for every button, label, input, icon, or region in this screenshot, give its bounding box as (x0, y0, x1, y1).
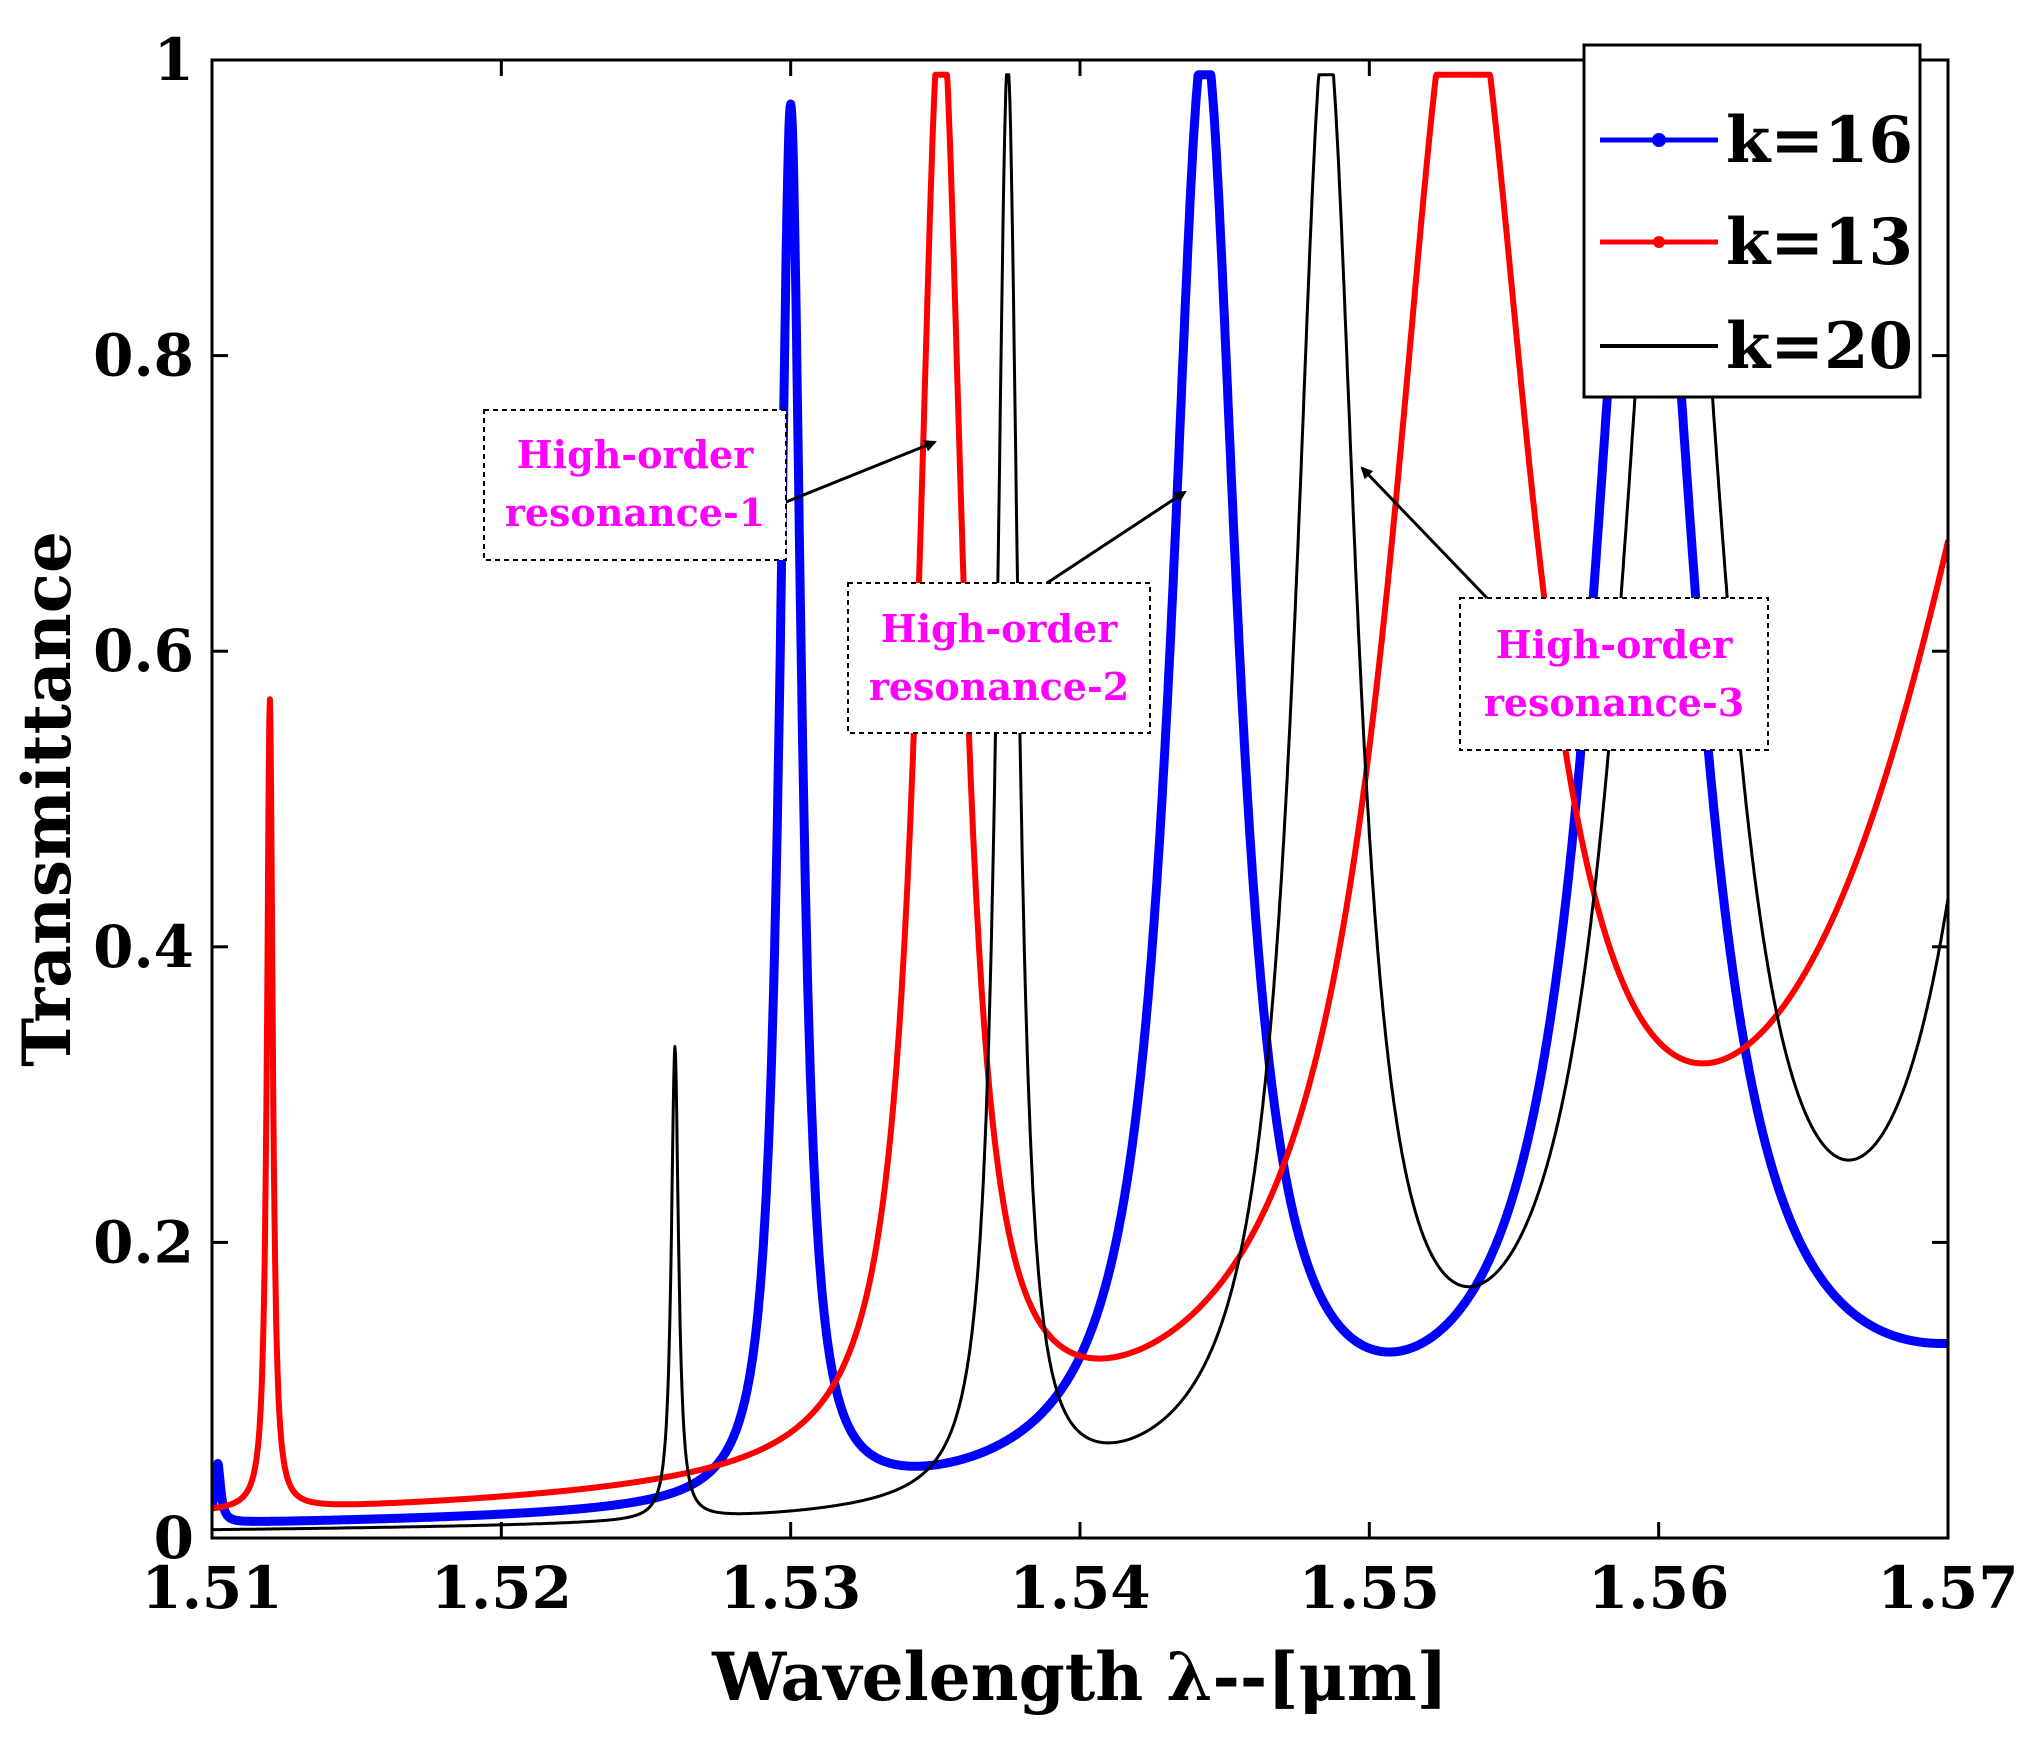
x-tick-label: 1.52 (431, 1554, 572, 1622)
annotation-1-line2: resonance-1 (505, 490, 765, 535)
annotation-3-line1: High-order (1496, 622, 1733, 667)
legend-item-k20: k=20 (1600, 309, 1913, 384)
annotation-1-box (483, 409, 787, 561)
x-tick-label: 1.55 (1299, 1554, 1440, 1622)
x-tick-label: 1.51 (141, 1554, 282, 1622)
legend-item-k13: k=13 (1600, 205, 1913, 280)
series-line-k13 (212, 71, 1948, 1512)
annotation-1-arrow (785, 440, 937, 504)
annotation-3-box (1459, 597, 1769, 751)
y-tick-label: 1 (154, 26, 194, 94)
annotation-2-arrow (1046, 490, 1187, 585)
y-tick-label: 0.8 (93, 322, 194, 390)
legend-item-k16: k=16 (1600, 103, 1913, 178)
y-axis-title: Transmittance (8, 531, 86, 1067)
x-tick-label: 1.53 (720, 1554, 861, 1622)
annotation-1: High-order resonance-1 (483, 409, 937, 561)
legend-swatch-k16-marker (1652, 133, 1666, 147)
legend: k=16 k=13 k=20 (1582, 43, 1922, 399)
annotation-2-line1: High-order (881, 606, 1118, 651)
y-tick-label: 0.4 (93, 913, 194, 981)
legend-label-k20: k=20 (1726, 309, 1913, 384)
annotation-3-arrow (1360, 466, 1489, 600)
annotation-3-line2: resonance-3 (1484, 680, 1744, 725)
y-tick-label: 0 (154, 1504, 194, 1572)
x-tick-label: 1.54 (1009, 1554, 1150, 1622)
legend-swatch-k13-marker (1653, 236, 1665, 248)
x-tick-label: 1.57 (1877, 1554, 2018, 1622)
legend-label-k16: k=16 (1726, 103, 1913, 178)
annotation-1-line1: High-order (517, 432, 754, 477)
y-tick-label: 0.2 (93, 1208, 194, 1276)
annotation-2: High-order resonance-2 (847, 490, 1187, 734)
x-axis-title: Wavelength λ--[μm] (711, 1638, 1448, 1716)
annotation-2-box (847, 582, 1151, 734)
x-tick-label: 1.56 (1588, 1554, 1729, 1622)
annotation-2-line2: resonance-2 (869, 664, 1129, 709)
annotation-3: High-order resonance-3 (1360, 466, 1769, 751)
legend-label-k13: k=13 (1726, 205, 1913, 280)
legend-box (1582, 43, 1922, 399)
y-tick-label: 0.6 (93, 617, 194, 685)
